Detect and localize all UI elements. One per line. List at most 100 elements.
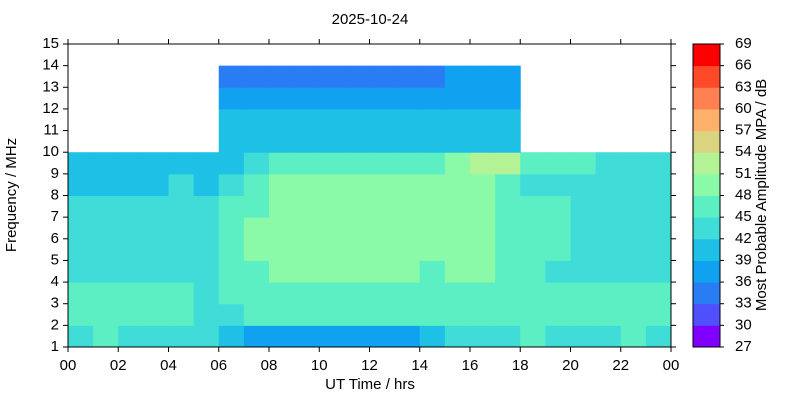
- x-tick-label: 08: [261, 357, 278, 374]
- heatmap-cell: [118, 260, 144, 283]
- heatmap-cell: [645, 217, 672, 240]
- heatmap-cell: [143, 152, 169, 175]
- heatmap-cell: [93, 217, 119, 240]
- heatmap-cell: [495, 325, 521, 348]
- heatmap-cell: [319, 173, 345, 196]
- heatmap-cell: [319, 65, 345, 88]
- y-axis-label: Frequency / MHz: [3, 138, 20, 252]
- heatmap-cell: [419, 130, 446, 153]
- heatmap-cell: [319, 195, 345, 218]
- heatmap-cell: [645, 152, 672, 175]
- heatmap-cell: [68, 303, 94, 326]
- x-tick-label: 02: [110, 357, 127, 374]
- heatmap-cell: [344, 303, 370, 326]
- heatmap-cell: [218, 325, 245, 348]
- heatmap-cell: [193, 152, 220, 175]
- heatmap-cell: [143, 173, 169, 196]
- colorbar-segment: [693, 195, 720, 218]
- heatmap-cell: [495, 173, 521, 196]
- heatmap-cell: [294, 260, 320, 283]
- heatmap-cell: [620, 195, 647, 218]
- heatmap-cell: [495, 238, 521, 261]
- heatmap-cell: [243, 260, 270, 283]
- heatmap-cell: [595, 238, 622, 261]
- colorbar-segment: [693, 173, 720, 196]
- y-tick-label: 5: [51, 251, 59, 268]
- heatmap-cell: [243, 282, 270, 305]
- heatmap-cell: [193, 282, 220, 305]
- heatmap-cell: [243, 130, 270, 153]
- heatmap-cell: [545, 282, 571, 305]
- heatmap-cell: [93, 195, 119, 218]
- heatmap-cell: [193, 303, 220, 326]
- heatmap-cell: [294, 87, 320, 110]
- heatmap-cell: [620, 217, 647, 240]
- heatmap-cell: [294, 195, 320, 218]
- colorbar-tick-label: 33: [735, 295, 752, 312]
- heatmap-cell: [369, 325, 396, 348]
- heatmap-cell: [444, 260, 471, 283]
- heatmap-cell: [545, 173, 571, 196]
- heatmap-cell: [218, 87, 245, 110]
- heatmap-cell: [118, 303, 144, 326]
- heatmap-cell: [419, 303, 446, 326]
- y-tick-label: 2: [51, 316, 59, 333]
- heatmap-cell: [570, 325, 597, 348]
- heatmap-cell: [243, 195, 270, 218]
- heatmap-cell: [419, 108, 446, 132]
- heatmap-cell: [68, 325, 94, 348]
- heatmap-cell: [470, 195, 496, 218]
- heatmap-cell: [118, 238, 144, 261]
- y-tick-label: 14: [42, 57, 59, 74]
- heatmap-cell: [595, 325, 622, 348]
- colorbar-tick-label: 45: [735, 208, 752, 225]
- heatmap-cell: [168, 282, 195, 305]
- colorbar-segment: [693, 238, 720, 261]
- heatmap-cell: [193, 238, 220, 261]
- heatmap-cell: [545, 195, 571, 218]
- heatmap-cell: [545, 217, 571, 240]
- heatmap-cell: [520, 173, 546, 196]
- heatmap-cell: [218, 152, 245, 175]
- heatmap-cell: [369, 195, 396, 218]
- heatmap-cell: [470, 238, 496, 261]
- heatmap-cell: [645, 303, 672, 326]
- heatmap-cell: [470, 87, 496, 110]
- heatmap-cell: [394, 152, 421, 175]
- heatmap-cell: [243, 87, 270, 110]
- heatmap-cell: [218, 173, 245, 196]
- heatmap-cell: [595, 195, 622, 218]
- heatmap-cell: [470, 108, 496, 132]
- heatmap-cell: [444, 195, 471, 218]
- heatmap-cell: [68, 195, 94, 218]
- colorbar-segment: [693, 303, 720, 326]
- heatmap-cell: [344, 87, 370, 110]
- heatmap-cell: [520, 282, 546, 305]
- heatmap-cell: [344, 217, 370, 240]
- heatmap-cell: [495, 195, 521, 218]
- x-tick-label: 00: [663, 357, 680, 374]
- heatmap-cell: [620, 152, 647, 175]
- heatmap-cell: [344, 65, 370, 88]
- heatmap-cell: [68, 217, 94, 240]
- heatmap-cell: [118, 282, 144, 305]
- heatmap-cell: [369, 282, 396, 305]
- heatmap-cell: [394, 87, 421, 110]
- heatmap-cell: [168, 195, 195, 218]
- heatmap-cell: [218, 282, 245, 305]
- heatmap-cell: [419, 260, 446, 283]
- heatmap-cell: [495, 65, 521, 88]
- x-tick-label: 18: [512, 357, 529, 374]
- heatmap-cell: [419, 65, 446, 88]
- colorbar-segment: [693, 325, 720, 348]
- heatmap-cell: [419, 325, 446, 348]
- heatmap-cell: [294, 108, 320, 132]
- heatmap-cell: [394, 195, 421, 218]
- heatmap-cell: [168, 173, 195, 196]
- y-tick-label: 6: [51, 230, 59, 247]
- heatmap-cell: [68, 152, 94, 175]
- heatmap-cell: [93, 282, 119, 305]
- heatmap-cell: [570, 195, 597, 218]
- heatmap-cell: [93, 173, 119, 196]
- heatmap-cell: [218, 130, 245, 153]
